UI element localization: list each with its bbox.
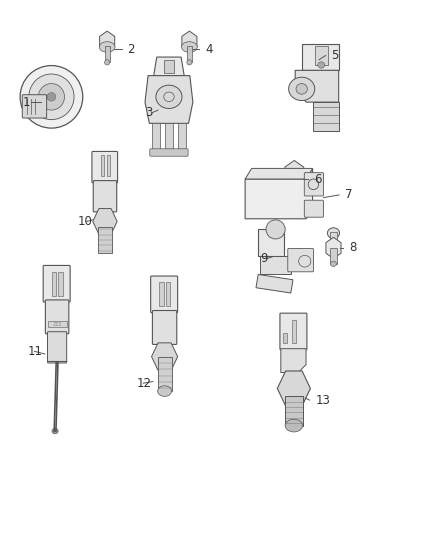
Polygon shape [258,229,284,256]
Ellipse shape [289,77,315,101]
Bar [285,397,303,425]
Bar [52,272,56,296]
Polygon shape [245,168,313,179]
Ellipse shape [266,220,285,239]
Bar [283,333,287,343]
FancyBboxPatch shape [92,151,117,183]
Bar [166,282,170,306]
FancyBboxPatch shape [22,95,47,118]
Bar [315,46,328,65]
Text: 222: 222 [53,322,62,327]
Bar [158,357,172,391]
Ellipse shape [39,84,64,110]
Polygon shape [154,57,184,76]
Bar [330,248,336,264]
Polygon shape [295,70,339,102]
Bar [292,319,296,343]
Ellipse shape [156,85,182,109]
Bar [47,321,67,327]
Polygon shape [260,256,291,274]
Ellipse shape [330,261,336,266]
Text: 3: 3 [145,106,152,119]
Text: 11: 11 [28,345,42,358]
Polygon shape [145,76,193,123]
Text: 12: 12 [136,377,151,390]
Polygon shape [313,102,339,131]
Text: 2: 2 [127,43,135,55]
Ellipse shape [158,386,172,397]
Text: 10: 10 [78,215,92,228]
Text: 13: 13 [316,393,331,407]
FancyBboxPatch shape [93,181,117,212]
FancyBboxPatch shape [150,149,188,156]
Ellipse shape [29,74,74,119]
Bar [159,282,164,306]
FancyBboxPatch shape [43,265,70,302]
Bar [105,46,110,62]
FancyBboxPatch shape [151,276,178,313]
Polygon shape [245,168,313,219]
FancyBboxPatch shape [288,248,314,272]
Text: 4: 4 [205,43,212,55]
Ellipse shape [283,174,305,184]
Ellipse shape [187,60,192,65]
FancyBboxPatch shape [304,200,323,217]
Ellipse shape [52,429,58,434]
Ellipse shape [318,62,325,68]
Ellipse shape [285,419,303,432]
Polygon shape [256,274,293,293]
FancyBboxPatch shape [152,311,177,344]
Bar [58,272,63,296]
Ellipse shape [182,42,197,52]
Ellipse shape [105,60,110,65]
Text: 5: 5 [331,49,339,62]
FancyBboxPatch shape [47,332,67,363]
Text: 6: 6 [314,173,321,185]
Ellipse shape [296,84,307,94]
Bar [101,155,104,176]
Bar [187,46,192,62]
Ellipse shape [99,42,115,52]
Bar [152,123,160,152]
Bar [330,232,337,240]
Text: 9: 9 [260,252,268,265]
Text: 8: 8 [350,241,357,254]
Text: 7: 7 [345,189,353,201]
Bar [98,227,112,253]
FancyBboxPatch shape [46,300,69,334]
Ellipse shape [20,66,83,128]
Polygon shape [281,349,306,373]
Bar [107,155,110,176]
FancyBboxPatch shape [280,313,307,350]
Bar [165,123,173,152]
Bar [178,123,186,152]
Bar [164,60,174,73]
Polygon shape [302,44,339,70]
FancyBboxPatch shape [304,173,323,196]
Text: 1: 1 [23,95,31,109]
Ellipse shape [47,93,56,101]
Ellipse shape [327,228,339,238]
